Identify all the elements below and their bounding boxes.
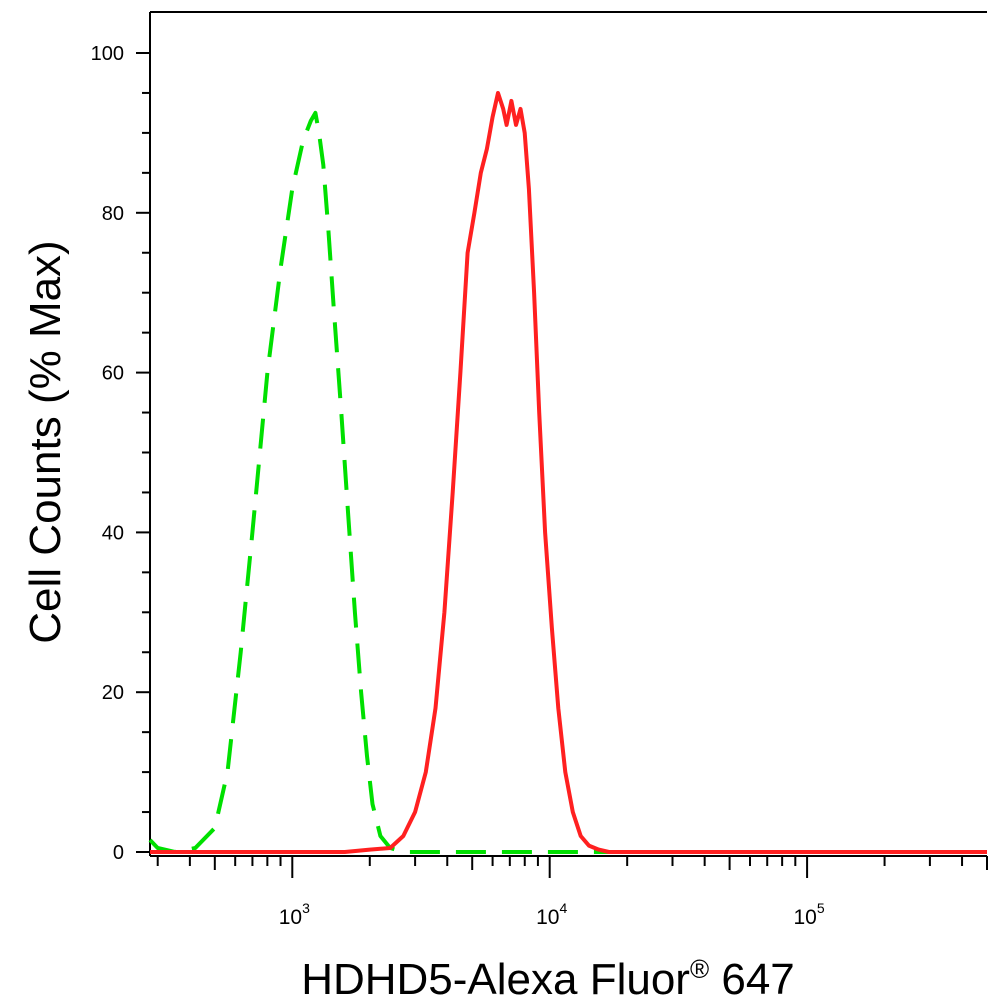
sample-curve — [150, 91, 987, 854]
x-tick-label: 104 — [536, 900, 567, 929]
x-tick-label: 103 — [279, 900, 310, 929]
x-axis-label: HDHD5-Alexa Fluor® 647 — [301, 954, 795, 1004]
y-tick-label: 20 — [102, 682, 124, 704]
series-layer — [148, 91, 987, 854]
y-tick-label: 80 — [102, 203, 124, 225]
y-axis-ticks: 0 20 40 60 80 100 — [91, 43, 150, 864]
x-axis-label-suffix: 647 — [709, 955, 795, 1004]
x-axis-label-registered: ® — [690, 954, 709, 984]
x-axis-label-main: HDHD5-Alexa Fluor — [301, 955, 690, 1004]
y-tick-label: 40 — [102, 522, 124, 544]
y-tick-label: 60 — [102, 363, 124, 385]
y-tick-label: 100 — [91, 43, 124, 65]
plot-frame — [149, 11, 987, 857]
isotype-control-curve — [148, 110, 987, 854]
y-axis-label: Cell Counts (% Max) — [21, 240, 70, 643]
x-axis-ticks: 103 104 105 — [156, 856, 988, 929]
x-tick-label: 105 — [794, 900, 825, 929]
y-tick-label: 0 — [113, 842, 124, 864]
